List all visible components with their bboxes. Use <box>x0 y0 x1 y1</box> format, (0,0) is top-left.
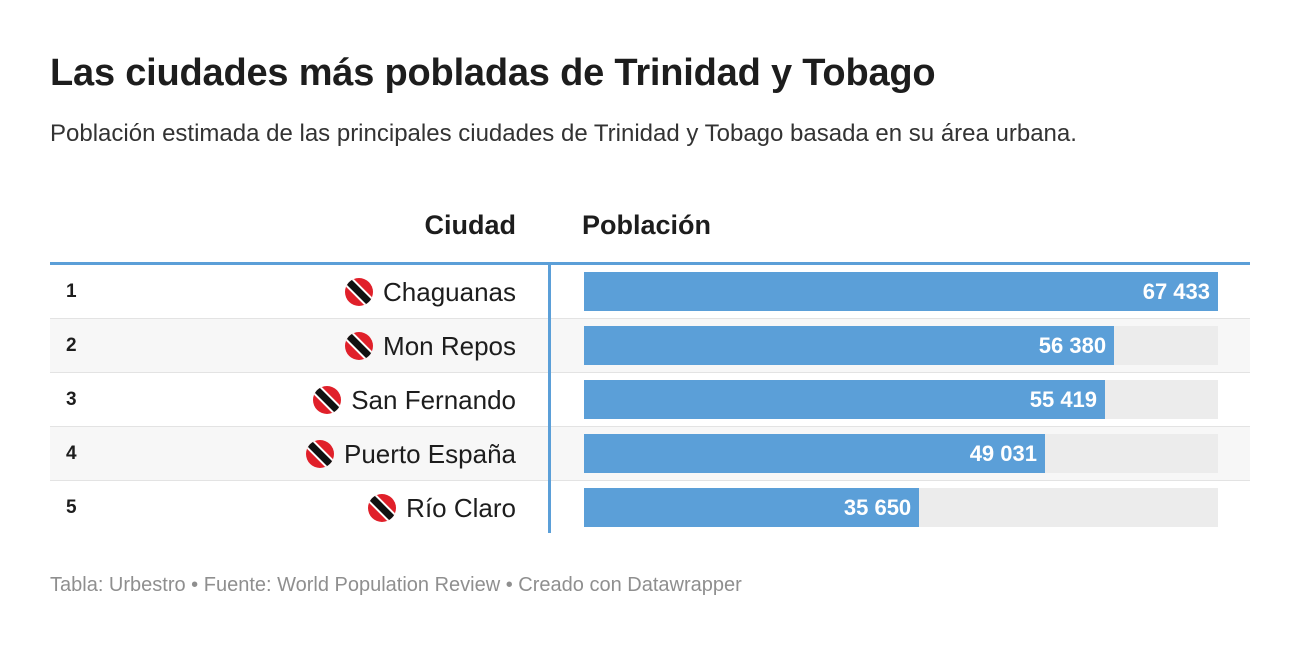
population-bar-track: 56 380 <box>584 326 1218 365</box>
table-body: 1 Chaguanas 67 433 2 Mon Repos 56 380 3 San Fer… <box>50 265 1250 535</box>
column-header-city[interactable]: Ciudad <box>424 210 517 240</box>
rank-number: 1 <box>66 281 77 302</box>
population-bar: 35 650 <box>584 488 920 527</box>
city-cell: Chaguanas <box>345 265 516 319</box>
rank-number: 4 <box>66 443 77 464</box>
rank-number: 2 <box>66 335 77 356</box>
column-separator <box>548 265 551 533</box>
city-name: Puerto España <box>343 438 516 469</box>
city-name: Chaguanas <box>383 276 516 307</box>
chart-subtitle: Población estimada de las principales ci… <box>50 120 1077 147</box>
table-row: 2 Mon Repos 56 380 <box>50 319 1250 373</box>
table-top-border <box>50 262 1250 265</box>
population-bar: 67 433 <box>584 272 1218 311</box>
table-row: 5 Río Claro 35 650 <box>50 481 1250 535</box>
city-cell: Río Claro <box>368 481 516 535</box>
column-header-population[interactable]: Población <box>582 210 712 240</box>
city-name: Mon Repos <box>383 330 516 361</box>
chart-title: Las ciudades más pobladas de Trinidad y … <box>50 52 936 94</box>
population-bar-track: 67 433 <box>584 272 1218 311</box>
city-name: Río Claro <box>406 492 516 523</box>
city-cell: Puerto España <box>305 427 516 481</box>
rank-number: 3 <box>66 389 77 410</box>
trinidad-and-tobago-flag-icon <box>345 332 374 360</box>
population-bar: 49 031 <box>584 434 1045 473</box>
table-row: 1 Chaguanas 67 433 <box>50 265 1250 319</box>
population-bar: 55 419 <box>584 380 1106 419</box>
city-name: San Fernando <box>351 384 516 415</box>
population-bar-track: 55 419 <box>584 380 1218 419</box>
table-row: 3 San Fernando 55 419 <box>50 373 1250 427</box>
population-value-label: 56 380 <box>1038 333 1107 358</box>
city-cell: Mon Repos <box>345 319 516 373</box>
table-row: 4 Puerto España 49 031 <box>50 427 1250 481</box>
population-value-label: 49 031 <box>969 441 1037 466</box>
trinidad-and-tobago-flag-icon <box>313 386 342 414</box>
population-value-label: 67 433 <box>1142 279 1210 304</box>
population-value-label: 35 650 <box>843 495 912 520</box>
trinidad-and-tobago-flag-icon <box>345 278 373 306</box>
city-cell: San Fernando <box>313 373 516 427</box>
population-bar: 56 380 <box>584 326 1115 365</box>
trinidad-and-tobago-flag-icon <box>305 440 334 468</box>
trinidad-and-tobago-flag-icon <box>368 494 397 522</box>
rank-number: 5 <box>66 497 77 518</box>
population-value-label: 55 419 <box>1029 387 1098 412</box>
chart-footer: Tabla: Urbestro • Fuente: World Populati… <box>50 574 742 596</box>
population-bar-track: 35 650 <box>584 488 1218 527</box>
population-bar-track: 49 031 <box>584 434 1218 473</box>
